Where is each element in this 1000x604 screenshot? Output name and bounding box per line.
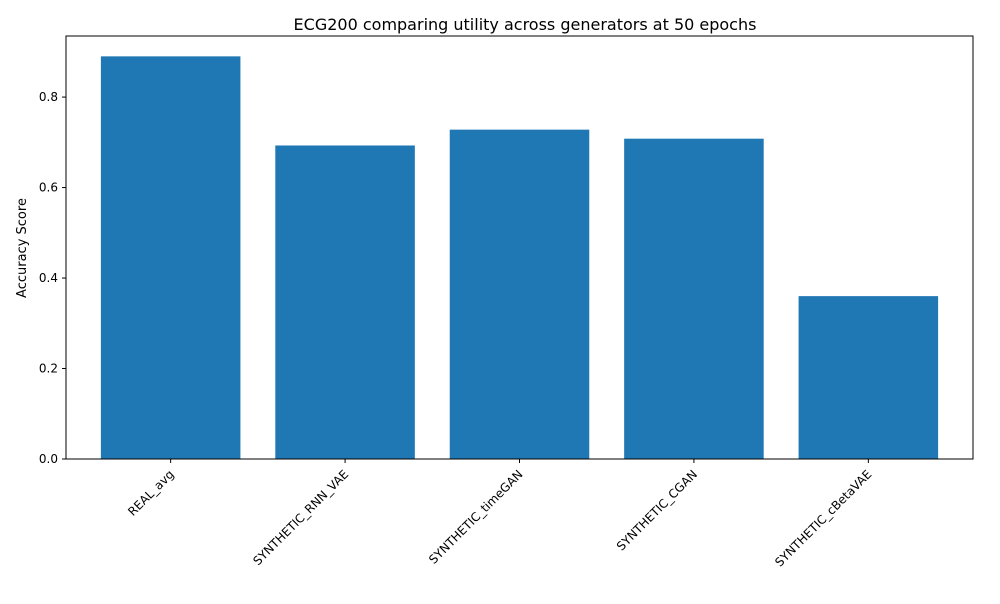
y-tick-label: 0.2 bbox=[39, 362, 58, 376]
y-axis-label: Accuracy Score bbox=[15, 198, 30, 298]
bar-SYNTHETIC_RNN_VAE bbox=[275, 145, 415, 459]
chart-title: ECG200 comparing utility across generato… bbox=[294, 15, 757, 34]
x-tick-label: REAL_avg bbox=[125, 467, 177, 519]
x-tick-label: SYNTHETIC_RNN_VAE bbox=[250, 467, 351, 568]
x-tick-label: SYNTHETIC_timeGAN bbox=[426, 467, 525, 566]
bar-REAL_avg bbox=[100, 56, 241, 460]
y-tick-label: 0.0 bbox=[39, 452, 58, 466]
plot-frame bbox=[65, 35, 974, 460]
x-axis-ticks: REAL_avg SYNTHETIC_RNN_VAE SYNTHETIC_timeG… bbox=[125, 459, 874, 569]
y-tick-label: 0.6 bbox=[39, 181, 58, 195]
bar-SYNTHETIC_CGAN bbox=[624, 138, 764, 459]
bar-SYNTHETIC_cBetaVAE bbox=[798, 296, 939, 459]
x-tick-label: SYNTHETIC_CGAN bbox=[614, 467, 700, 553]
bars-group bbox=[100, 56, 939, 460]
y-tick-label: 0.8 bbox=[39, 90, 58, 104]
bar-SYNTHETIC_timeGAN bbox=[449, 129, 590, 459]
y-axis-ticks: 0.0 0.2 0.4 0.6 0.8 bbox=[39, 90, 66, 466]
y-tick-label: 0.4 bbox=[39, 271, 58, 285]
x-tick-label: SYNTHETIC_cBetaVAE bbox=[772, 467, 874, 569]
